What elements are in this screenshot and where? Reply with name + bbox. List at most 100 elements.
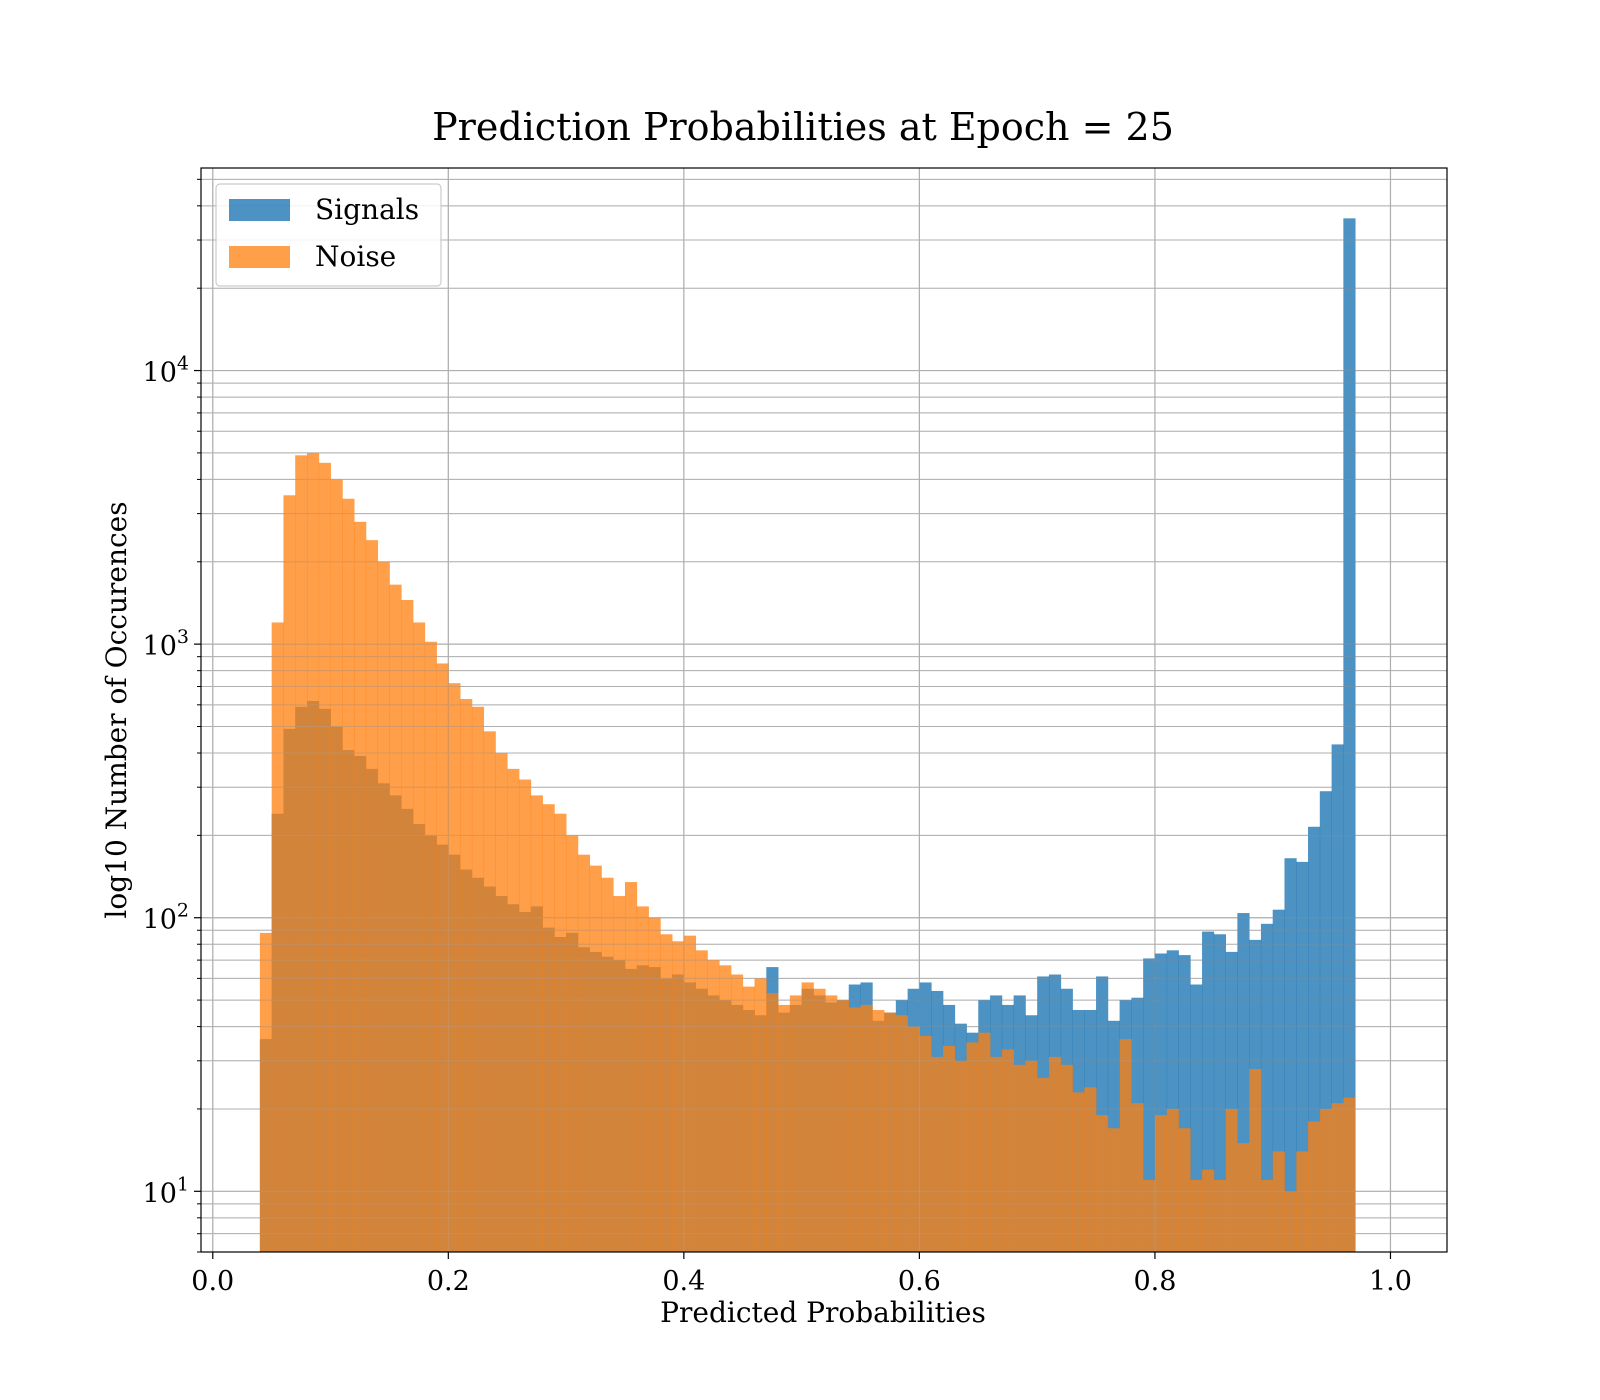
bar-noise	[1096, 1115, 1109, 1252]
bar-noise	[872, 1009, 885, 1252]
bar-noise	[978, 1032, 991, 1252]
bar-noise	[1249, 1068, 1262, 1252]
bar-noise	[259, 932, 273, 1252]
bar-signals	[1284, 858, 1297, 1252]
bar-noise	[1048, 1056, 1062, 1252]
bar-noise	[471, 706, 485, 1252]
bar-noise	[1284, 1191, 1297, 1252]
bar-noise	[1025, 1060, 1038, 1252]
plot-frame	[200, 167, 1448, 1253]
bar-noise	[271, 622, 284, 1252]
bar-noise	[601, 877, 614, 1252]
bar-noise	[966, 1042, 979, 1252]
bar-noise	[1260, 1179, 1274, 1252]
bar-noise	[436, 663, 449, 1252]
bar-noise	[295, 455, 308, 1252]
y-tick-exponent: 3	[177, 626, 189, 648]
bar-signals	[1343, 218, 1356, 1252]
x-axis-label: Predicted Probabilities	[660, 1296, 986, 1329]
bar-noise	[1072, 1092, 1085, 1252]
bar-noise	[342, 498, 355, 1253]
bar-noise	[1107, 1128, 1121, 1252]
bar-noise	[624, 882, 638, 1252]
bar-noise	[1001, 1049, 1015, 1252]
bar-noise	[648, 917, 661, 1252]
bar-noise	[801, 982, 814, 1252]
bar-noise	[825, 995, 838, 1252]
bar-noise	[1166, 1108, 1179, 1252]
y-tick-base: 10	[143, 631, 177, 662]
bar-noise	[577, 854, 591, 1252]
y-tick-exponent: 1	[177, 1173, 189, 1195]
bar-signals	[1260, 923, 1274, 1252]
bar-noise	[365, 540, 379, 1252]
y-tick-exponent: 4	[177, 353, 189, 375]
bar-noise	[424, 641, 437, 1252]
bar-noise	[990, 1056, 1003, 1252]
bar-noise	[1154, 1115, 1168, 1252]
bar-noise	[1190, 1179, 1203, 1252]
bar-noise	[1060, 1064, 1073, 1252]
bar-noise	[1143, 1179, 1156, 1252]
bar-noise	[672, 941, 685, 1252]
bar-noise	[860, 1004, 873, 1252]
bar-noise	[813, 988, 826, 1252]
bar-noise	[507, 768, 520, 1252]
bar-noise	[836, 1000, 850, 1252]
bar-noise	[1084, 1087, 1097, 1252]
legend-swatch-noise	[229, 246, 290, 268]
legend: Signals Noise	[215, 183, 442, 287]
bar-noise	[742, 986, 755, 1252]
y-tick-exponent: 2	[177, 900, 189, 922]
y-tick-label: 101	[143, 1173, 189, 1209]
x-tick-label: 0.8	[1133, 1266, 1176, 1297]
bar-noise	[412, 622, 426, 1252]
bar-noise	[1213, 1179, 1226, 1252]
bar-noise	[283, 495, 296, 1252]
bar-noise	[1119, 1039, 1132, 1252]
bar-noise	[919, 1035, 932, 1252]
legend-swatch-signals	[229, 199, 290, 221]
bar-noise	[719, 965, 732, 1252]
y-tick-base: 10	[143, 905, 177, 936]
bar-noise	[1343, 1097, 1356, 1252]
bar-noise	[389, 584, 402, 1252]
y-axis-label: log10 Number of Occurences	[100, 501, 133, 918]
bar-noise	[942, 1045, 956, 1252]
bar-noise	[354, 521, 367, 1252]
legend-label-noise: Noise	[315, 240, 396, 273]
bar-noise	[448, 683, 461, 1252]
y-tick-base: 10	[143, 358, 177, 389]
bar-noise	[495, 753, 508, 1252]
histogram-bars	[259, 218, 1356, 1253]
y-tick-label: 104	[143, 353, 189, 389]
bar-noise	[401, 599, 414, 1252]
bar-noise	[518, 779, 532, 1252]
bar-noise	[848, 1007, 861, 1252]
bar-noise	[1225, 1108, 1238, 1252]
bar-noise	[895, 1015, 909, 1252]
bar-noise	[483, 731, 496, 1252]
x-tick-label: 0.6	[898, 1266, 941, 1297]
bar-noise	[931, 1056, 944, 1252]
y-tick-label: 103	[143, 626, 189, 662]
bar-signals	[1213, 934, 1226, 1252]
bar-noise	[589, 865, 602, 1252]
bar-noise	[730, 974, 744, 1252]
bar-noise	[330, 479, 343, 1252]
bar-noise	[636, 906, 649, 1252]
bar-noise	[1178, 1128, 1191, 1252]
bar-noise	[377, 561, 390, 1252]
bar-noise	[542, 804, 555, 1252]
bar-noise	[1331, 1103, 1344, 1252]
bar-noise	[707, 960, 720, 1252]
bar-noise	[1131, 1103, 1144, 1252]
bar-noise	[1308, 1121, 1321, 1252]
bar-noise	[683, 935, 697, 1252]
bar-noise	[566, 835, 579, 1252]
bar-noise	[695, 950, 708, 1252]
bar-noise	[613, 896, 626, 1252]
legend-label-signals: Signals	[315, 193, 419, 226]
